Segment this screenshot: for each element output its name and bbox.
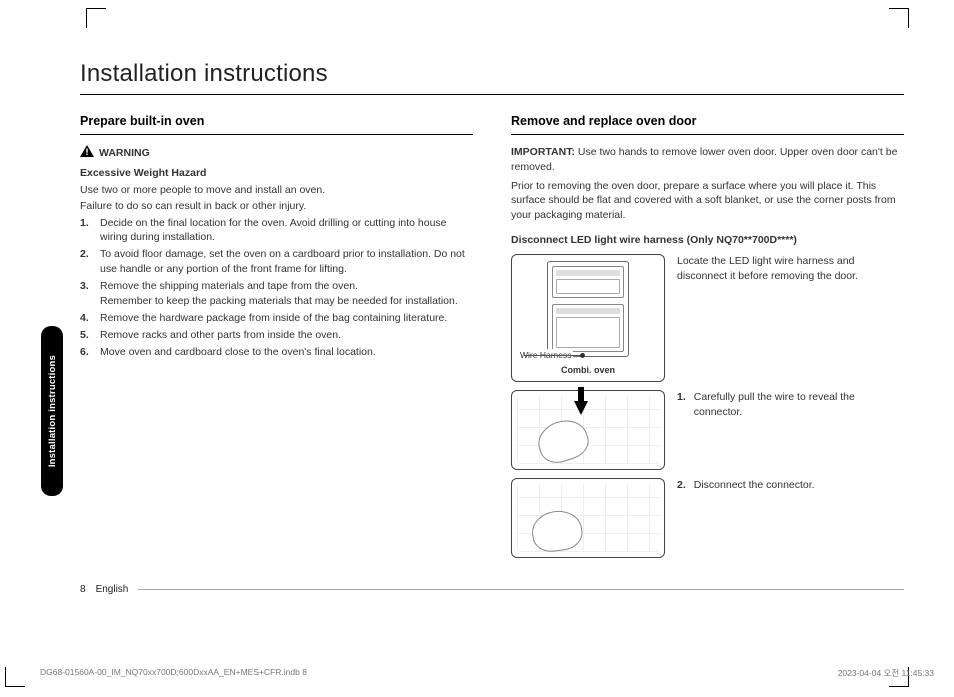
crop-mark bbox=[889, 8, 909, 28]
step-item: Remove the shipping materials and tape f… bbox=[80, 279, 473, 309]
step-item: Decide on the final location for the ove… bbox=[80, 216, 473, 246]
right-column: Remove and replace oven door IMPORTANT: … bbox=[511, 113, 904, 566]
hazard-p1: Use two or more people to move and insta… bbox=[80, 183, 473, 198]
page-number: 8 bbox=[80, 584, 86, 595]
step-item: To avoid floor damage, set the oven on a… bbox=[80, 247, 473, 277]
step-number: 2. bbox=[677, 478, 686, 493]
warning-icon bbox=[80, 145, 94, 162]
side-tab: Installation instructions bbox=[41, 326, 63, 496]
step-item: Move oven and cardboard close to the ove… bbox=[80, 345, 473, 360]
crop-mark bbox=[5, 667, 25, 687]
step-text: Carefully pull the wire to reveal the co… bbox=[694, 390, 904, 420]
page-footer: 8 English bbox=[80, 584, 904, 595]
figure-disconnect bbox=[511, 478, 665, 558]
figure-1-caption: Locate the LED light wire harness and di… bbox=[677, 254, 904, 284]
section-heading-prepare: Prepare built-in oven bbox=[80, 113, 473, 135]
crop-mark bbox=[86, 8, 106, 28]
meta-timestamp: 2023-04-04 오전 11:45:33 bbox=[838, 667, 934, 679]
section-heading-remove: Remove and replace oven door bbox=[511, 113, 904, 135]
left-column: Prepare built-in oven WARNING Excessive … bbox=[80, 113, 473, 566]
important-label: IMPORTANT: bbox=[511, 146, 575, 158]
figure-row-3: 2. Disconnect the connector. bbox=[511, 478, 904, 558]
right-p1: Prior to removing the oven door, prepare… bbox=[511, 179, 904, 224]
prepare-steps: Decide on the final location for the ove… bbox=[80, 216, 473, 360]
figure-oven: Wire Harness Combi. oven bbox=[511, 254, 665, 382]
warning-label: WARNING bbox=[99, 146, 150, 161]
print-metadata: DG68-01560A-00_IM_NQ70xx700D;600DxxAA_EN… bbox=[40, 667, 934, 679]
wire-dot bbox=[580, 353, 585, 358]
figure-3-caption: 2. Disconnect the connector. bbox=[677, 478, 904, 493]
figure-row-1: Wire Harness Combi. oven Locate the LED … bbox=[511, 254, 904, 382]
step-text: Disconnect the connector. bbox=[694, 478, 815, 493]
wire-leader-line bbox=[524, 355, 582, 356]
warning-row: WARNING bbox=[80, 145, 473, 162]
columns: Prepare built-in oven WARNING Excessive … bbox=[80, 113, 904, 566]
side-tab-label: Installation instructions bbox=[47, 355, 58, 467]
page-title: Installation instructions bbox=[80, 60, 904, 95]
step-item: Remove racks and other parts from inside… bbox=[80, 328, 473, 343]
meta-filename: DG68-01560A-00_IM_NQ70xx700D;600DxxAA_EN… bbox=[40, 667, 307, 679]
step-item: Remove the hardware package from inside … bbox=[80, 311, 473, 326]
step-number: 1. bbox=[677, 390, 686, 420]
footer-rule bbox=[138, 589, 904, 590]
important-note: IMPORTANT: Use two hands to remove lower… bbox=[511, 145, 904, 175]
page-language: English bbox=[96, 584, 129, 595]
hazard-p2: Failure to do so can result in back or o… bbox=[80, 199, 473, 214]
page-content: Installation instructions Installation i… bbox=[80, 60, 904, 637]
figure-2-caption: 1. Carefully pull the wire to reveal the… bbox=[677, 390, 904, 420]
disconnect-subhead: Disconnect LED light wire harness (Only … bbox=[511, 233, 904, 248]
figure-pull-wire bbox=[511, 390, 665, 470]
oven-illustration bbox=[547, 261, 629, 357]
arrow-down-icon bbox=[574, 401, 588, 415]
figure-row-2: 1. Carefully pull the wire to reveal the… bbox=[511, 390, 904, 470]
combi-oven-label: Combi. oven bbox=[512, 364, 664, 377]
hazard-title: Excessive Weight Hazard bbox=[80, 166, 473, 181]
